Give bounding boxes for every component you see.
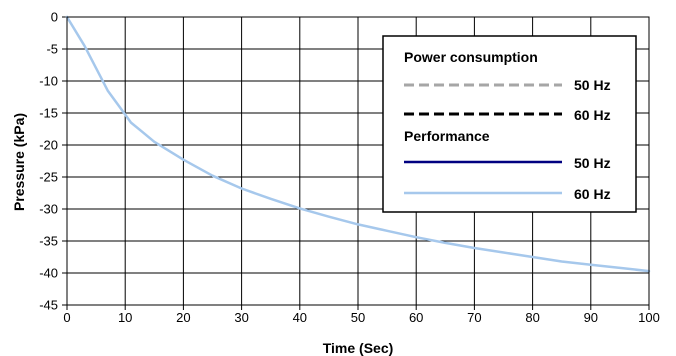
x-tick-labels: 0 10 20 30 40 50 60 70 80 90 100 [63,310,659,325]
y-tick-label-7: -35 [39,234,58,249]
y-tick-label-8: -40 [39,266,58,281]
x-tick-label-10: 100 [638,310,660,325]
x-tick-label-3: 30 [234,310,248,325]
y-tick-label-0: 0 [51,10,58,25]
x-tick-label-5: 50 [351,310,365,325]
legend: Power consumption 50 Hz 60 Hz Performanc… [382,35,637,213]
y-tick-label-6: -30 [39,202,58,217]
x-tick-label-8: 80 [525,310,539,325]
series-line-0 [65,15,651,273]
legend-heading-performance: Performance [404,128,490,144]
legend-label-performance-60hz: 60 Hz [574,186,611,202]
legend-label-power-50hz: 50 Hz [574,77,611,93]
y-tick-label-3: -15 [39,106,58,121]
legend-heading-power-consumption: Power consumption [404,49,538,65]
x-axis-title: Time (Sec) [323,340,394,356]
y-tick-labels: 0 -5 -10 -15 -20 -25 -30 -35 -40 -45 [39,10,58,313]
legend-label-power-60hz: 60 Hz [574,107,611,123]
y-tick-label-4: -20 [39,138,58,153]
y-tick-label-2: -10 [39,74,58,89]
y-axis-title: Pressure (kPa) [11,113,27,211]
x-tick-label-1: 10 [118,310,132,325]
plot-frame [66,16,650,306]
x-tick-label-9: 90 [584,310,598,325]
legend-box [382,35,637,213]
x-tick-label-0: 0 [63,310,70,325]
series-layer [65,15,651,273]
legend-label-performance-50hz: 50 Hz [574,155,611,171]
x-tick-label-2: 20 [176,310,190,325]
x-tick-label-7: 70 [467,310,481,325]
x-tick-label-6: 60 [409,310,423,325]
y-tick-label-5: -25 [39,170,58,185]
x-tick-label-4: 40 [293,310,307,325]
y-tick-label-1: -5 [46,42,58,57]
y-tick-label-9: -45 [39,298,58,313]
